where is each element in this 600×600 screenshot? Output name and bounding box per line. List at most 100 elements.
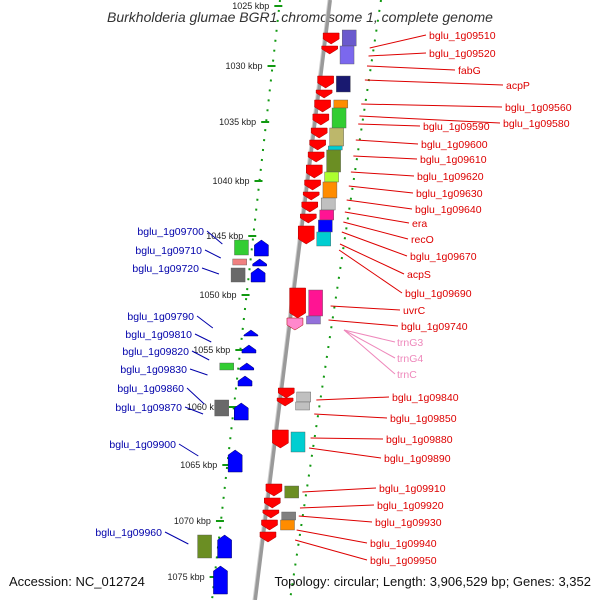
label-leader-line bbox=[368, 52, 427, 57]
gene-label-forward: bglu_1g09580 bbox=[503, 118, 570, 130]
gene-arrow-forward bbox=[276, 397, 294, 407]
gene-label-reverse: bglu_1g09820 bbox=[122, 346, 189, 358]
label-leader-line bbox=[298, 515, 373, 523]
gene-function-block bbox=[324, 171, 339, 183]
label-leader-line bbox=[341, 231, 408, 257]
label-leader-line bbox=[361, 103, 503, 108]
label-leader-line bbox=[366, 65, 456, 71]
gene-label-forward: acpS bbox=[407, 269, 431, 281]
gene-arrow-forward bbox=[322, 32, 340, 45]
gene-label-forward: bglu_1g09590 bbox=[423, 121, 490, 133]
scale-label: 1040 kbp bbox=[212, 176, 249, 186]
gene-function-block bbox=[336, 75, 351, 93]
label-leader-line bbox=[344, 211, 410, 224]
gene-label-reverse: bglu_1g09790 bbox=[127, 311, 194, 323]
scale-label: 1075 kbp bbox=[168, 572, 205, 582]
gene-arrow-forward bbox=[277, 387, 295, 399]
gene-label-forward: bglu_1g09950 bbox=[370, 555, 437, 567]
gene-function-block bbox=[318, 219, 333, 233]
label-leader-line bbox=[314, 413, 388, 419]
gene-arrow-forward bbox=[321, 45, 338, 55]
gene-label-forward: bglu_1g09610 bbox=[420, 154, 487, 166]
gene-label-reverse: bglu_1g09830 bbox=[120, 364, 187, 376]
label-leader-line bbox=[308, 447, 382, 459]
gene-label-forward: bglu_1g09620 bbox=[417, 171, 484, 183]
gene-label-forward: uvrC bbox=[403, 305, 426, 317]
gene-arrow-forward bbox=[315, 89, 333, 99]
gene-label-forward: bglu_1g09840 bbox=[392, 392, 459, 404]
gene-function-block bbox=[322, 181, 338, 199]
gene-function-block bbox=[295, 401, 310, 411]
label-leader-line bbox=[294, 539, 368, 561]
label-leader-line bbox=[194, 333, 212, 343]
gene-label-forward: fabG bbox=[458, 65, 481, 77]
gene-label-reverse: bglu_1g09870 bbox=[115, 402, 182, 414]
gene-arrow-forward bbox=[317, 75, 334, 89]
label-leader-line bbox=[206, 230, 223, 245]
gene-function-block bbox=[281, 511, 296, 521]
scale-label: 1035 kbp bbox=[219, 117, 256, 127]
gene-label-reverse: bglu_1g09700 bbox=[137, 226, 204, 238]
gene-function-block bbox=[329, 127, 344, 147]
gene-arrow-forward bbox=[297, 225, 315, 245]
scale-label: 1065 kbp bbox=[180, 460, 217, 470]
label-leader-line bbox=[346, 199, 413, 210]
label-leader-line bbox=[201, 267, 220, 275]
gene-label-forward: bglu_1g09940 bbox=[370, 538, 437, 550]
gene-label-reverse: bglu_1g09860 bbox=[117, 383, 184, 395]
gene-function-block bbox=[320, 197, 336, 211]
gene-label-forward: bglu_1g09560 bbox=[505, 102, 572, 114]
gene-arrow-forward bbox=[264, 497, 281, 509]
gene-function-block bbox=[219, 362, 234, 371]
gene-label-forward: bglu_1g09910 bbox=[379, 483, 446, 495]
gene-label-reverse: bglu_1g09960 bbox=[95, 527, 162, 539]
gene-label-forward: acpP bbox=[506, 80, 530, 92]
gene-arrow-forward bbox=[309, 139, 326, 151]
scale-label: 1045 kbp bbox=[206, 231, 243, 241]
gene-label-forward: bglu_1g09890 bbox=[384, 453, 451, 465]
gene-arrow-forward bbox=[310, 127, 328, 139]
gene-function-block bbox=[296, 391, 311, 403]
label-leader-line bbox=[302, 487, 377, 493]
label-leader-line bbox=[178, 443, 199, 457]
gene-label-forward: era bbox=[412, 218, 427, 230]
gene-arrow-reverse bbox=[233, 402, 249, 421]
gene-function-block bbox=[316, 231, 331, 247]
gene-arrow-reverse bbox=[250, 267, 266, 283]
gene-label-reverse: bglu_1g09900 bbox=[109, 439, 176, 451]
map-title: Burkholderia glumae BGR1 chromosome 1, c… bbox=[107, 9, 493, 25]
gene-arrow-reverse bbox=[237, 375, 253, 387]
gene-function-block bbox=[284, 485, 299, 499]
gene-arrow-forward bbox=[302, 191, 320, 201]
accession-text: Accession: NC_012724 bbox=[9, 574, 145, 589]
gene-arrow-forward bbox=[272, 429, 289, 449]
gene-arrow-forward bbox=[304, 179, 321, 191]
gene-function-block bbox=[197, 534, 212, 559]
gene-function-block bbox=[234, 239, 249, 256]
gene-label-trna: trnG4 bbox=[397, 353, 423, 365]
scale-label: 1025 kbp bbox=[232, 1, 269, 11]
gene-label-trna: trnC bbox=[397, 369, 417, 381]
label-leader-line bbox=[338, 249, 403, 294]
scale-label: 1050 kbp bbox=[200, 290, 237, 300]
gene-function-block bbox=[333, 99, 349, 109]
gene-arrow-reverse bbox=[254, 239, 269, 257]
gene-function-block bbox=[328, 145, 343, 151]
gene-label-forward: bglu_1g09670 bbox=[410, 251, 477, 263]
label-leader-line bbox=[343, 329, 396, 359]
gene-arrow-reverse bbox=[227, 449, 243, 473]
gene-arrow-forward bbox=[265, 483, 283, 497]
gene-label-forward: bglu_1g09600 bbox=[421, 139, 488, 151]
gene-label-reverse: bglu_1g09810 bbox=[125, 329, 192, 341]
gene-arrow-reverse bbox=[217, 534, 232, 559]
gene-function-block bbox=[230, 267, 246, 283]
gene-arrow-forward bbox=[300, 213, 317, 224]
label-leader-line bbox=[316, 396, 390, 401]
gene-label-forward: bglu_1g09640 bbox=[415, 204, 482, 216]
label-leader-line bbox=[204, 249, 221, 259]
gene-arrow-reverse bbox=[252, 258, 267, 267]
label-leader-line bbox=[184, 406, 204, 415]
scale-label: 1060 kbp bbox=[187, 402, 224, 412]
label-leader-line bbox=[355, 139, 419, 145]
